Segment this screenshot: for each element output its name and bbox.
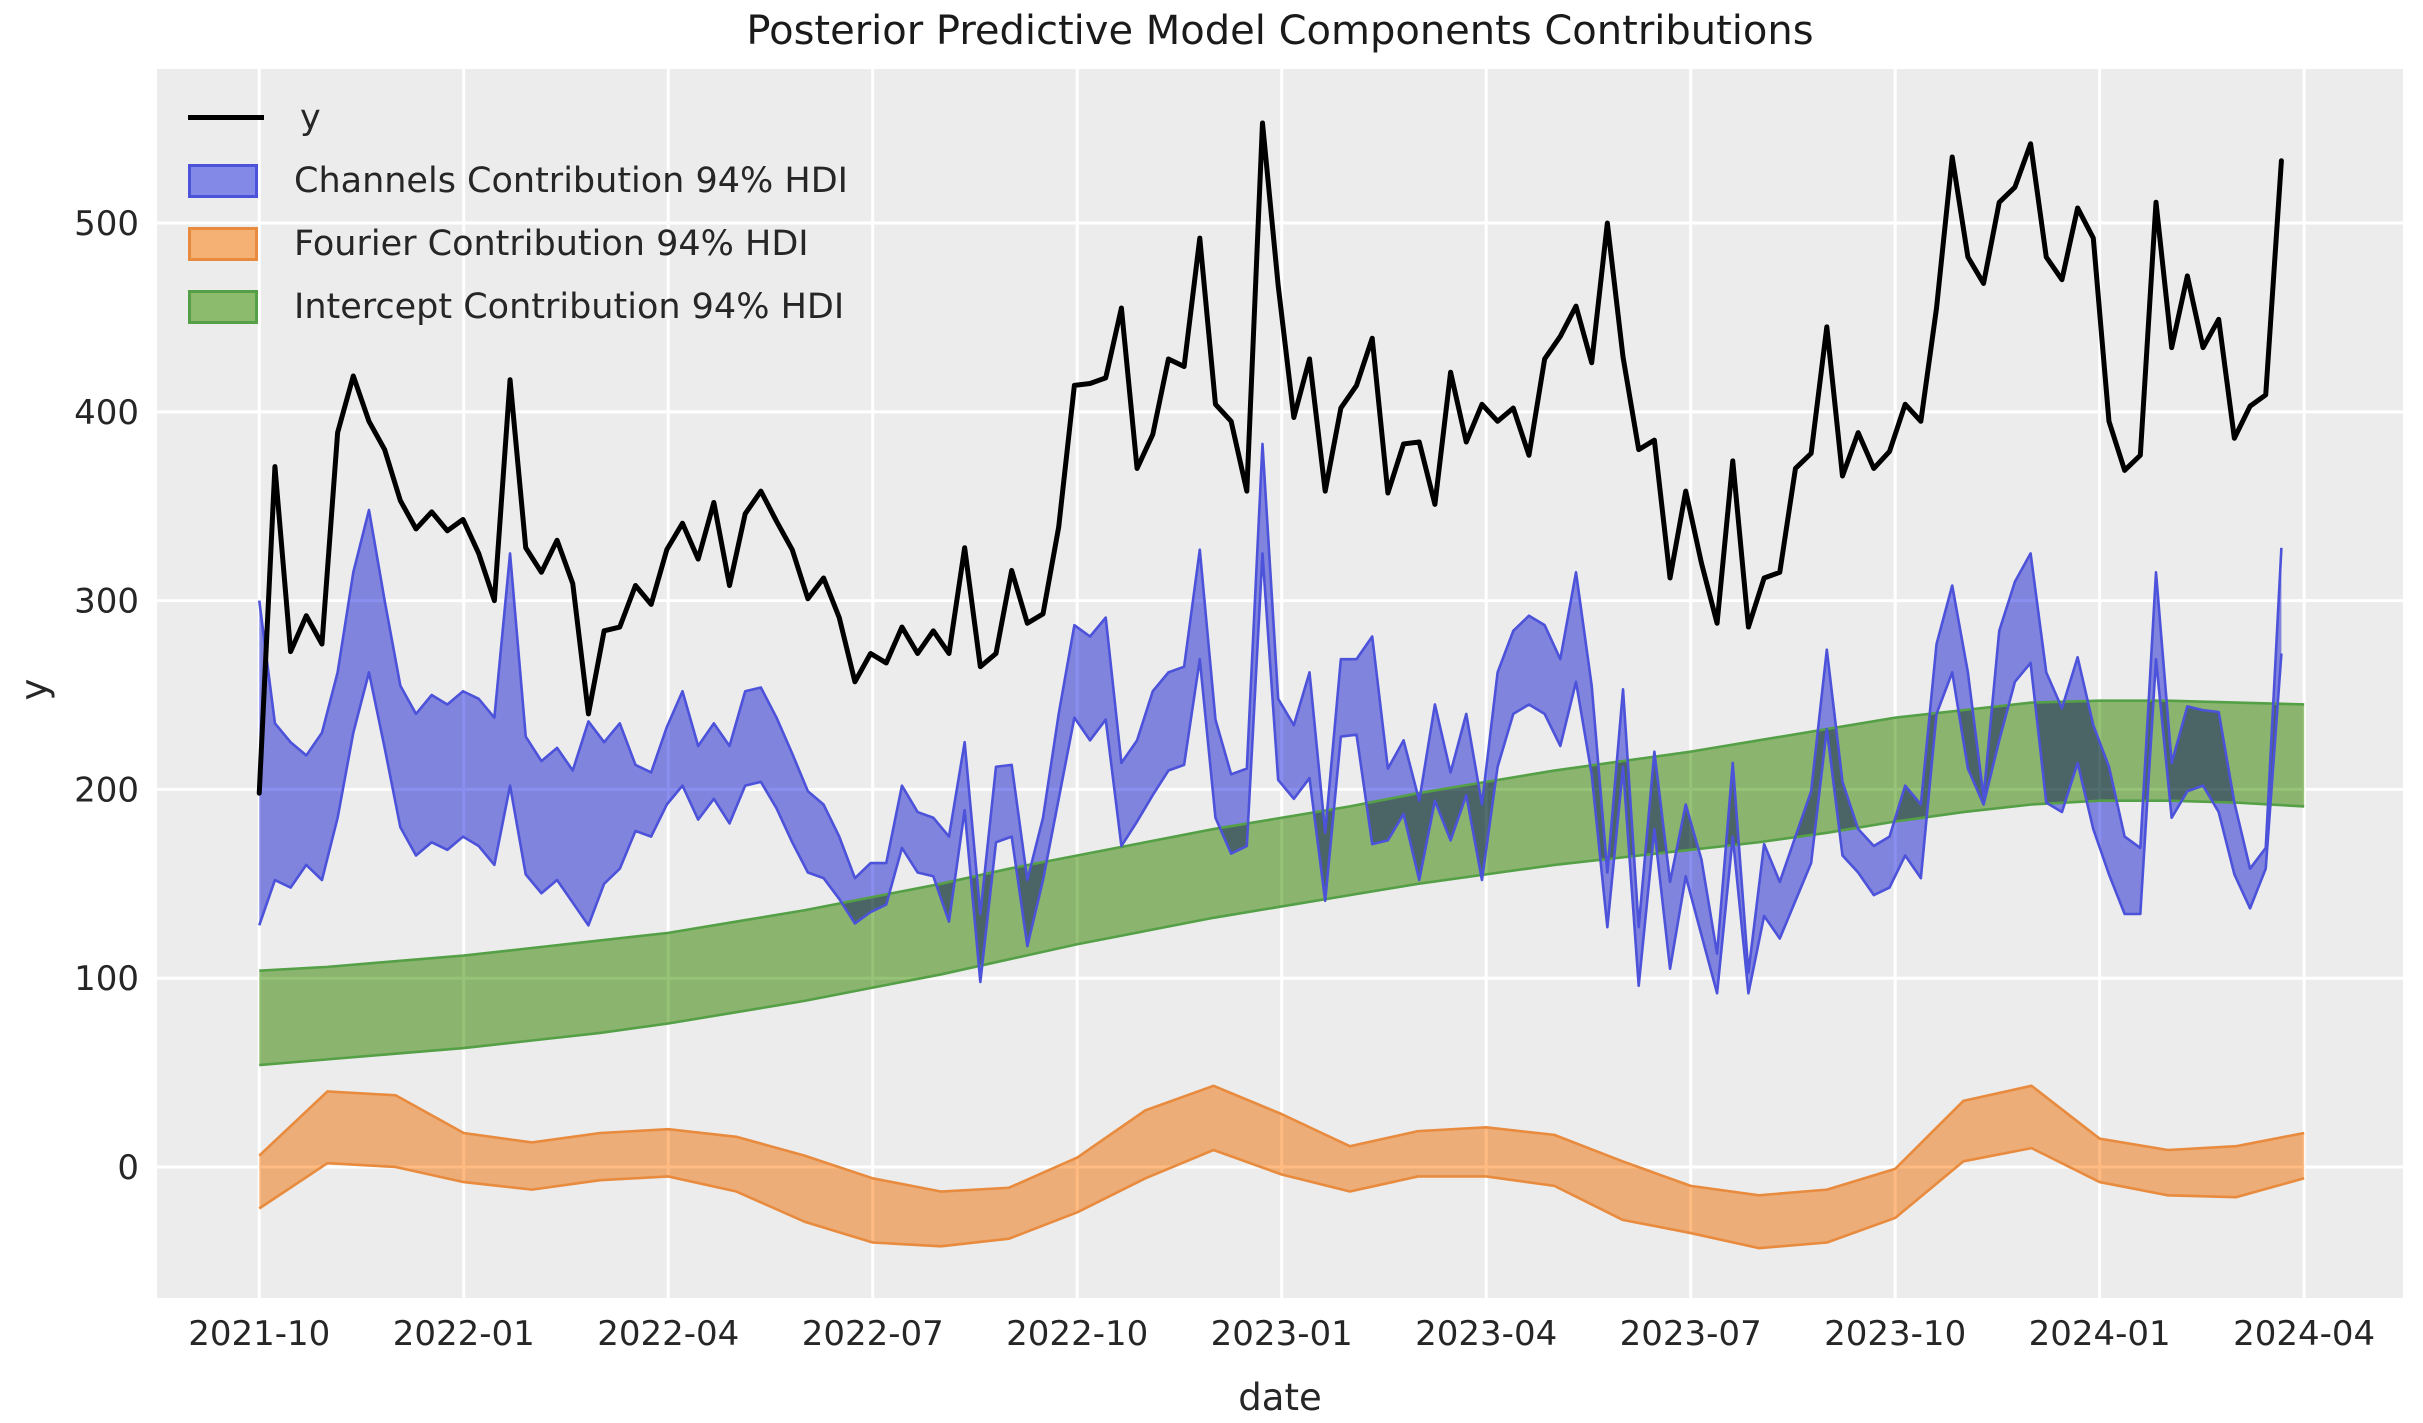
legend: y Channels Contribution 94% HDI Fourier … [188,86,848,338]
x-tick-label: 2022-01 [393,1314,535,1354]
x-tick-label: 2024-01 [2029,1314,2171,1354]
channels-swatch [188,163,258,198]
x-tick-label: 2021-10 [188,1314,330,1354]
x-tick-label: 2023-07 [1620,1314,1762,1354]
channels-hdi-band-upper-edge [257,442,2283,974]
legend-label-fourier: Fourier Contribution 94% HDI [294,223,809,264]
hdi-bands [259,443,2305,1249]
y-axis-tick-labels: 0 100 200 300 400 500 [74,204,139,1188]
y-axis-label: y [12,678,56,701]
y-tick-label: 0 [117,1148,139,1188]
legend-item-fourier: Fourier Contribution 94% HDI [188,212,848,275]
x-tick-label: 2022-04 [597,1314,739,1354]
legend-item-channels: Channels Contribution 94% HDI [188,149,848,212]
intercept-hdi-band [259,700,2305,1066]
channels-hdi-band-lower-edge [258,552,2283,995]
legend-label-y: y [300,97,321,138]
y-tick-label: 200 [74,770,139,810]
x-tick-label: 2023-04 [1415,1314,1557,1354]
intercept-swatch [188,289,258,324]
observed-y-line [256,120,2284,796]
chart-title: Posterior Predictive Model Components Co… [746,8,1814,54]
legend-label-channels: Channels Contribution 94% HDI [294,160,849,201]
fourier-swatch [188,226,258,261]
x-tick-label: 2022-07 [802,1314,944,1354]
x-axis-tick-labels: 2021-10 2022-01 2022-04 2022-07 2022-10 2023-… [188,1314,2375,1354]
observed-line-group [256,120,2284,796]
x-tick-label: 2023-01 [1211,1314,1353,1354]
x-tick-label: 2024-04 [2233,1314,2375,1354]
fourier-hdi-band-upper-edge [258,1084,2305,1197]
legend-label-intercept: Intercept Contribution 94% HDI [294,286,845,327]
y-tick-label: 300 [74,582,139,622]
legend-item-intercept: Intercept Contribution 94% HDI [188,275,848,338]
x-tick-label: 2022-10 [1006,1314,1148,1354]
y-tick-label: 400 [74,393,139,433]
x-tick-label: 2023-10 [1824,1314,1966,1354]
x-axis-label: date [1238,1376,1322,1419]
fourier-hdi-band [259,1085,2305,1249]
y-tick-label: 100 [74,959,139,999]
fourier-hdi-band-lower-edge [258,1146,2305,1250]
y-line-swatch [188,115,264,120]
hdi-band-edges [257,442,2305,1250]
intercept-hdi-band-upper-edge [259,699,2305,972]
y-tick-label: 500 [74,204,139,244]
legend-item-y: y [188,86,848,149]
intercept-hdi-band-lower-edge [259,799,2305,1067]
